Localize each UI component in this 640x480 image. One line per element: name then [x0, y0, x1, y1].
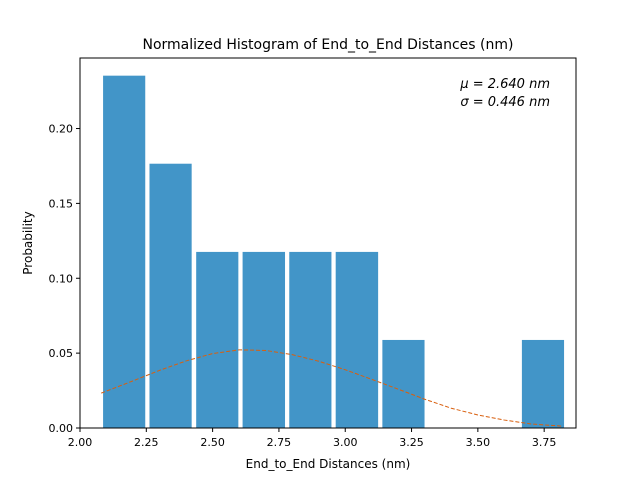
x-tick-label: 2.25 [134, 436, 159, 449]
y-tick-label: 0.10 [49, 272, 74, 285]
y-axis-label: Probability [21, 211, 35, 274]
histogram-bar-9 [521, 339, 565, 428]
y-tick-label: 0.05 [49, 347, 74, 360]
histogram-bar-4 [289, 251, 332, 428]
x-axis-label: End_to_End Distances (nm) [246, 457, 411, 471]
x-tick-label: 3.75 [532, 436, 557, 449]
x-tick-label: 3.25 [399, 436, 424, 449]
bars-group [103, 75, 565, 429]
y-tick-label: 0.15 [49, 197, 74, 210]
y-axis-ticks: 0.00 0.05 0.10 0.15 0.20 [49, 123, 80, 435]
std-annotation: σ = 0.446 nm [460, 95, 550, 110]
mean-annotation: μ = 2.640 nm [459, 77, 550, 92]
x-tick-label: 3.00 [333, 436, 358, 449]
plot-frame [79, 57, 577, 429]
y-tick-label: 0.00 [49, 422, 74, 435]
histogram-bar-1 [149, 163, 192, 428]
histogram-bar-5 [335, 251, 379, 428]
fit-curve-group [101, 349, 563, 427]
histogram-bar-6 [382, 339, 425, 428]
x-tick-label: 2.50 [200, 436, 225, 449]
normal-fit-curve [101, 349, 563, 427]
chart-title: Normalized Histogram of End_to_End Dista… [143, 37, 514, 53]
y-tick-label: 0.20 [49, 123, 74, 136]
x-tick-label: 2.00 [68, 436, 93, 449]
histogram-bar-2 [196, 251, 239, 428]
histogram-bar-3 [242, 251, 286, 428]
histogram-bar-0 [103, 75, 146, 429]
x-tick-label: 2.75 [267, 436, 292, 449]
x-axis-ticks: 2.00 2.25 2.50 2.75 3.00 3.25 3.50 3.75 [68, 428, 557, 449]
x-tick-label: 3.50 [466, 436, 491, 449]
